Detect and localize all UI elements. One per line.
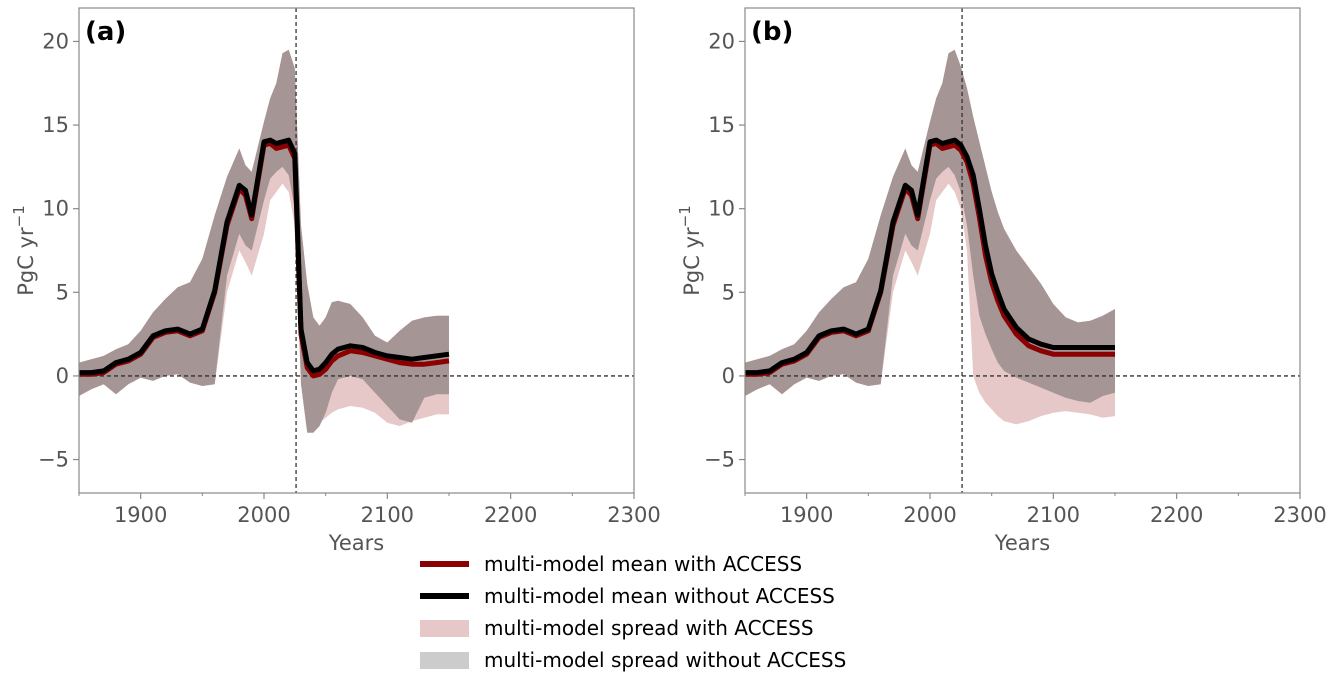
legend-label-mean-without: multi-model mean without ACCESS (484, 584, 835, 608)
y-axis-label-unit: PgC yr (14, 227, 38, 296)
legend: multi-model mean with ACCESS multi-model… (420, 552, 846, 672)
x-tick-label: 1900 (114, 503, 167, 527)
x-tick-label: 2300 (607, 503, 660, 527)
spread-band-without-access (79, 49, 449, 433)
x-tick-label: 2000 (903, 503, 956, 527)
y-axis-label: PgC yr−1 (10, 205, 38, 296)
y-axis-label-unit: PgC yr (680, 227, 704, 296)
legend-handle-spread-with (420, 620, 469, 637)
y-tick-label: 5 (722, 280, 735, 304)
y-axis-label-exponent: −1 (676, 205, 694, 227)
legend-label-spread-without: multi-model spread without ACCESS (484, 648, 846, 672)
legend-label-spread-with: multi-model spread with ACCESS (484, 616, 814, 640)
spread-band-without-access (745, 49, 1115, 403)
x-tick-label: 2200 (484, 503, 537, 527)
y-tick-label: 20 (42, 29, 69, 53)
y-tick-label: 15 (708, 113, 735, 137)
mean-line-without-access (745, 137, 1115, 376)
axes-frame (78, 7, 635, 494)
x-tick-label: 1900 (780, 503, 833, 527)
mean-line-without-access (79, 137, 450, 376)
y-tick-label: −5 (704, 448, 735, 472)
x-tick-label: 2000 (237, 503, 290, 527)
x-axis-label: Years (994, 531, 1050, 555)
axes-frame (744, 7, 1301, 494)
y-tick-label: 5 (56, 280, 69, 304)
y-axis-label: PgC yr−1 (676, 205, 704, 296)
y-tick-label: 15 (42, 113, 69, 137)
y-tick-label: 20 (708, 29, 735, 53)
y-tick-label: 10 (42, 197, 69, 221)
y-tick-label: 0 (722, 364, 735, 388)
y-tick-label: 10 (708, 197, 735, 221)
panel-label: (b) (751, 17, 793, 47)
x-tick-label: 2100 (361, 503, 414, 527)
x-tick-label: 2300 (1273, 503, 1326, 527)
y-axis-label-exponent: −1 (10, 205, 28, 227)
legend-label-mean-with: multi-model mean with ACCESS (484, 552, 802, 576)
x-axis-label: Years (328, 531, 384, 555)
panel-label: (a) (85, 17, 126, 47)
legend-handle-spread-without (420, 652, 469, 669)
x-tick-label: 2200 (1150, 503, 1203, 527)
x-tick-label: 2100 (1027, 503, 1080, 527)
panel-b: 1900 2000 2100 2200 2300 −5 0 5 10 15 20 Years PgC y… (676, 7, 1327, 555)
panel-a: 1900 2000 2100 2200 2300 −5 0 5 10 15 20 Years PgC y… (10, 7, 661, 555)
y-tick-label: −5 (38, 448, 69, 472)
y-tick-label: 0 (56, 364, 69, 388)
